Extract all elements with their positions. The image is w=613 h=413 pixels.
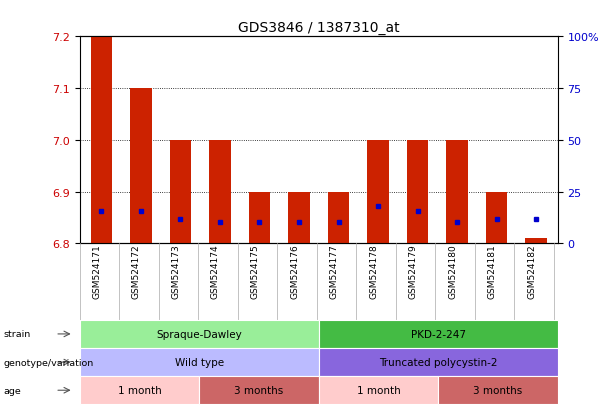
Text: GSM524171: GSM524171: [93, 244, 101, 298]
Text: GSM524182: GSM524182: [527, 244, 536, 298]
Text: GSM524173: GSM524173: [172, 244, 180, 298]
Text: PKD-2-247: PKD-2-247: [411, 329, 466, 339]
Text: Spraque-Dawley: Spraque-Dawley: [156, 329, 242, 339]
Text: 3 months: 3 months: [234, 385, 284, 395]
Bar: [406, 140, 428, 244]
Text: 1 month: 1 month: [118, 385, 161, 395]
Title: GDS3846 / 1387310_at: GDS3846 / 1387310_at: [238, 21, 400, 35]
Bar: [446, 140, 468, 244]
Text: Wild type: Wild type: [175, 357, 224, 367]
Bar: [91, 37, 112, 244]
Text: GSM524174: GSM524174: [211, 244, 220, 298]
Text: 3 months: 3 months: [473, 385, 523, 395]
Bar: [288, 192, 310, 244]
Bar: [525, 239, 547, 244]
Bar: [209, 140, 231, 244]
Text: strain: strain: [3, 330, 30, 339]
Bar: [485, 192, 508, 244]
Text: 1 month: 1 month: [357, 385, 400, 395]
Text: GSM524179: GSM524179: [408, 244, 417, 298]
Bar: [130, 89, 152, 244]
Bar: [170, 140, 191, 244]
Text: GSM524175: GSM524175: [251, 244, 259, 298]
Text: GSM524172: GSM524172: [132, 244, 141, 298]
Text: genotype/variation: genotype/variation: [3, 358, 93, 367]
Bar: [328, 192, 349, 244]
Text: GSM524180: GSM524180: [448, 244, 457, 298]
Text: GSM524178: GSM524178: [369, 244, 378, 298]
Text: GSM524181: GSM524181: [487, 244, 497, 298]
Text: GSM524177: GSM524177: [330, 244, 338, 298]
Text: Truncated polycystin-2: Truncated polycystin-2: [379, 357, 498, 367]
Bar: [367, 140, 389, 244]
Bar: [249, 192, 270, 244]
Text: GSM524176: GSM524176: [290, 244, 299, 298]
Text: age: age: [3, 386, 21, 395]
